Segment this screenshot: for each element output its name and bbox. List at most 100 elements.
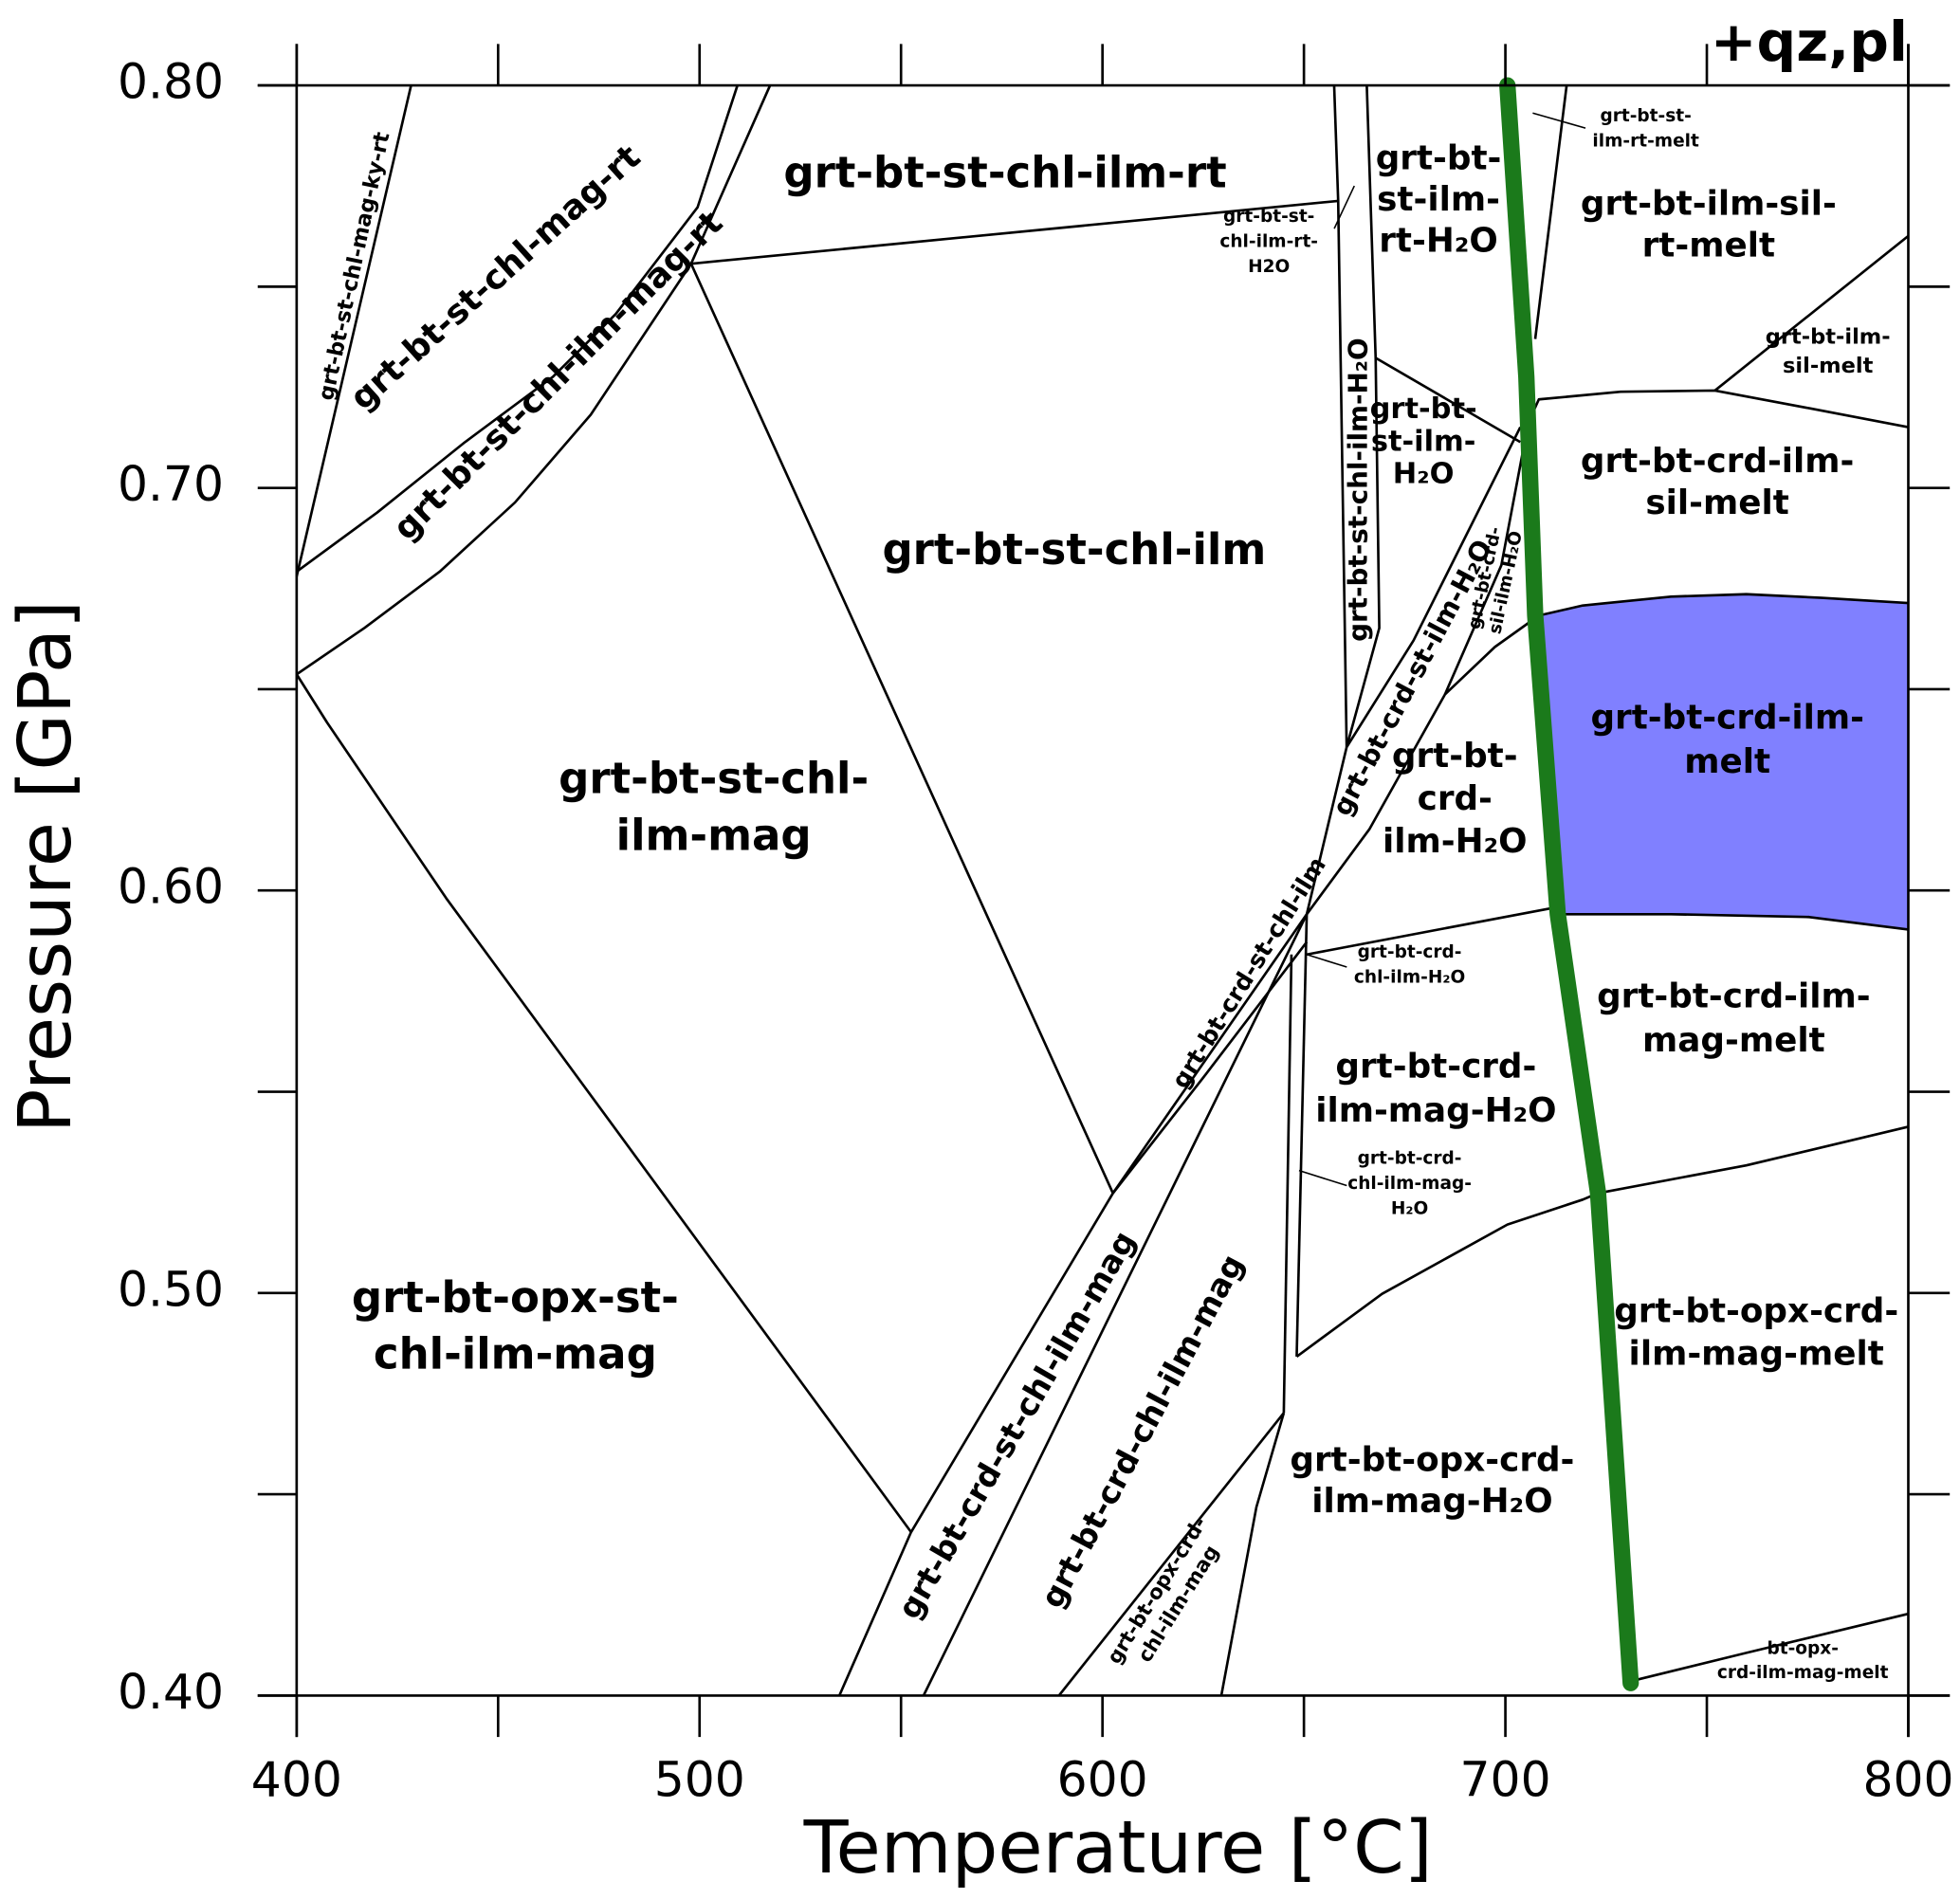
field-label-line: grt-bt-st-chl-ilm-H₂O: [1343, 338, 1374, 641]
field-label-line: grt-bt-crd-: [1358, 1148, 1462, 1168]
field-label-line: grt-bt-crd-: [1358, 942, 1462, 962]
field-label: grt-bt-crd-ilm-sil-melt: [1581, 442, 1855, 522]
y-tick-label: 0.50: [118, 1261, 224, 1317]
field-label-line: grt-bt-crd-ilm-: [1590, 698, 1864, 737]
y-axis-title: Pressure [GPa]: [4, 600, 88, 1133]
phase-boundary: [690, 199, 1339, 265]
field-label-line: ilm-mag-H₂O: [1315, 1091, 1556, 1130]
field-label-line: H₂O: [1391, 1198, 1428, 1218]
field-label: grt-bt-opx-crd-ilm-mag-melt: [1614, 1291, 1898, 1373]
field-label-line: grt-bt-: [1370, 392, 1477, 425]
field-label: grt-bt-crd-ilm-mag-H₂O: [1315, 1048, 1556, 1130]
field-label-line: grt-bt-st-chl-ilm: [882, 524, 1266, 575]
field-label-line: st-ilm-: [1377, 180, 1500, 219]
x-tick-label: 500: [654, 1752, 745, 1808]
field-label-line: chl-ilm-mag-: [1347, 1173, 1472, 1193]
field-label-line: grt-bt-crd-: [1335, 1048, 1536, 1086]
x-tick-label: 800: [1862, 1752, 1953, 1808]
phase-boundary: [1538, 593, 1909, 617]
phase-boundary: [1713, 234, 1910, 392]
field-label-line: grt-bt-ilm-: [1766, 324, 1891, 349]
field-label-line: chl-ilm-mag: [374, 1328, 657, 1379]
leader-line: [1532, 112, 1586, 129]
leader-line: [1333, 185, 1355, 229]
phase-boundary: [1295, 914, 1309, 1357]
y-tick-label: 0.60: [118, 859, 224, 915]
field-label-line: ilm-mag-melt: [1629, 1334, 1884, 1373]
field-label-line: melt: [1684, 742, 1770, 781]
annotation: +qz,pl: [1711, 9, 1908, 74]
phase-boundary: [837, 1531, 913, 1696]
phase-boundary: [1443, 432, 1528, 695]
phase-boundary: [296, 84, 739, 574]
field-label-line: mag-melt: [1642, 1021, 1825, 1060]
field-label-line: grt-bt-: [1376, 138, 1502, 177]
field-label: grt-bt-st-ilm-H₂O: [1370, 392, 1477, 490]
phase-boundary: [1533, 84, 1568, 339]
field-label: grt-bt-ilm-sil-melt: [1766, 324, 1891, 377]
phase-boundary: [1111, 746, 1348, 1195]
field-label-line: chl-ilm-rt-: [1219, 231, 1318, 251]
field-label-line: rt-H₂O: [1379, 222, 1498, 261]
phase-boundary: [1332, 85, 1348, 748]
field-label-line: grt-bt-crd-ilm-: [1581, 442, 1855, 481]
phase-boundary: [1295, 1192, 1599, 1358]
field-label: grt-bt-opx-st-chl-ilm-mag: [352, 1272, 679, 1379]
field-label: grt-bt-opx-crd-ilm-mag-H₂O: [1290, 1440, 1574, 1521]
field-label-line: grt-bt-opx-st-: [352, 1272, 679, 1323]
x-tick-label: 700: [1460, 1752, 1551, 1808]
phase-boundary: [1375, 356, 1521, 444]
phase-boundary: [295, 673, 912, 1533]
field-label-line: grt-bt-crd-st-chl-ilm-mag: [889, 1224, 1142, 1624]
field-label-line: ilm-mag: [616, 810, 812, 860]
phase-boundary: [1345, 85, 1381, 748]
field-label: grt-bt-st-chl-ilm-rt: [783, 147, 1226, 197]
phase-boundary: [295, 84, 412, 577]
field-label: grt-bt-ilm-sil-rt-melt: [1581, 185, 1837, 265]
field-label-line: H2O: [1248, 256, 1290, 276]
y-tick-label: 0.40: [118, 1664, 224, 1720]
field-label: grt-bt-st-ilm-rt-H₂O: [1376, 138, 1502, 260]
field-label: grt-bt-crd-st-chl-ilm-mag: [889, 1224, 1142, 1624]
field-label: grt-bt-st-chl-ilm-H₂O: [1343, 338, 1374, 641]
field-label-line: rt-melt: [1642, 226, 1775, 265]
field-label-line: H₂O: [1393, 457, 1455, 490]
phase-boundary: [909, 1192, 1114, 1533]
x-axis-title: Temperature [°C]: [803, 1806, 1433, 1890]
y-tick-label: 0.70: [118, 456, 224, 512]
field-label: grt-bt-st-chl-ilm-mag: [559, 754, 869, 861]
field-label: grt-bt-st-chl-ilm: [882, 524, 1266, 575]
field-label: grt-bt-st-chl-ilm-mag-rt: [386, 204, 730, 548]
phase-boundary: [922, 913, 1309, 1696]
leader-line: [1306, 954, 1347, 968]
field-label: grt-bt-crd-ilm-melt: [1590, 698, 1864, 780]
phase-boundary: [1111, 940, 1309, 1195]
field-label: bt-opx-crd-ilm-mag-melt: [1717, 1638, 1889, 1682]
field-label: grt-bt-st-ilm-rt-melt: [1592, 105, 1699, 150]
field-label-line: st-ilm-: [1371, 425, 1476, 458]
field-label-line: chl-ilm-H₂O: [1354, 967, 1465, 987]
field-label-line: grt-bt-ilm-sil-: [1581, 185, 1837, 224]
phase-boundary: [1598, 1125, 1909, 1195]
field-label: grt-bt-crd-chl-ilm-mag- H₂O: [1347, 1148, 1472, 1218]
field-label: grt-bt-crd-ilm-H₂O: [1383, 737, 1528, 861]
field-label: grt-bt-crd-ilm-mag-melt: [1597, 977, 1871, 1060]
field-label-line: bt-opx-: [1767, 1638, 1838, 1658]
phase-boundary: [1632, 1612, 1909, 1682]
field-label-line: grt-bt-st-: [1223, 206, 1314, 226]
phase-boundary: [1346, 426, 1522, 748]
field-label-line: sil-melt: [1645, 484, 1788, 522]
y-tick-label: 0.80: [118, 54, 224, 110]
phase-boundary: [1525, 389, 1909, 429]
phase-boundary: [1057, 1412, 1285, 1697]
field-label: grt-bt-opx-crd-chl-ilm-mag: [1102, 1512, 1233, 1681]
field-label-line: grt-bt-st-chl-: [559, 754, 869, 804]
pt-path: [1499, 77, 1639, 1691]
phase-boundary: [1306, 905, 1559, 957]
field-label-line: crd-ilm-mag-melt: [1717, 1662, 1889, 1682]
field-label: grt-bt-crd-chl-ilm-H₂O: [1354, 942, 1465, 987]
phase-boundary: [1219, 1412, 1286, 1696]
phase-boundary: [689, 263, 1114, 1195]
field-label-line: crd-: [1418, 779, 1493, 818]
